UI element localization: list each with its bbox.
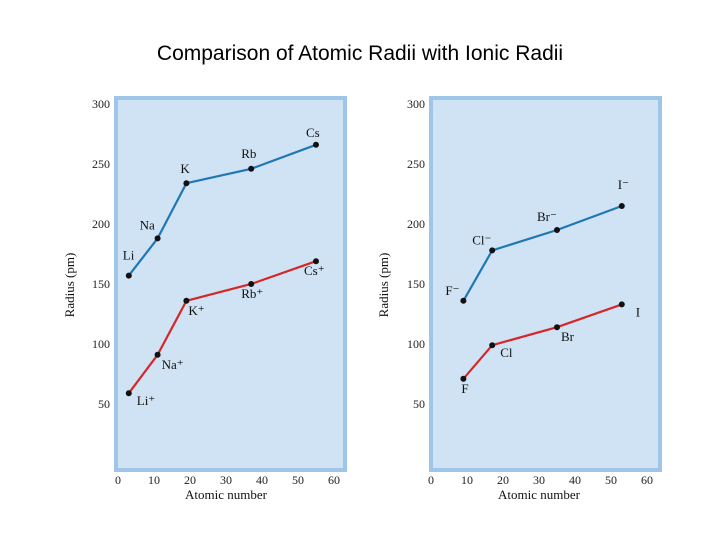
data-point [460,297,467,304]
data-point [248,165,255,172]
x-tick-label: 20 [497,473,509,487]
data-point [489,247,496,254]
point-label: K [180,161,190,176]
data-point [154,351,161,358]
y-tick-label: 150 [92,277,110,291]
x-tick-label: 10 [148,473,160,487]
point-label: K⁺ [188,303,204,318]
y-tick-label: 300 [92,97,110,111]
data-point [618,301,625,308]
series-line [462,204,623,302]
x-axis-label: Atomic number [185,487,268,502]
y-tick-label: 100 [407,337,425,351]
y-axis-label: Radius (pm) [376,253,391,318]
y-axis-label: Radius (pm) [62,253,77,318]
data-point [460,375,467,382]
y-tick-label: 250 [92,157,110,171]
y-tick-label: 300 [407,97,425,111]
y-tick-label: 50 [98,397,110,411]
y-tick-label: 100 [92,337,110,351]
data-point [489,342,496,349]
x-tick-label: 30 [220,473,232,487]
point-label: Rb⁺ [241,286,263,301]
data-point [125,272,132,279]
point-label: Cl [500,345,513,360]
x-tick-label: 40 [256,473,268,487]
x-tick-label: 50 [292,473,304,487]
point-label: Br⁻ [537,209,557,224]
data-point [313,141,319,148]
point-label: Br [561,329,575,344]
point-label: Li⁺ [137,393,155,408]
y-tick-label: 200 [407,217,425,231]
data-point [618,203,625,209]
x-tick-label: 20 [184,473,196,487]
series-line [462,303,623,380]
x-axis-label: Atomic number [498,487,581,502]
point-label: F⁻ [445,283,459,298]
point-label: F [461,381,468,396]
data-point [154,235,161,242]
data-point [554,227,560,233]
x-tick-label: 30 [533,473,545,487]
data-point [248,281,255,287]
y-tick-label: 250 [407,157,425,171]
x-tick-label: 10 [461,473,473,487]
point-label: Cs [306,125,320,140]
x-tick-label: 0 [428,473,434,487]
y-tick-label: 150 [407,277,425,291]
point-label: Li [123,248,135,263]
point-label: Rb [241,146,256,161]
x-tick-label: 50 [605,473,617,487]
x-tick-label: 0 [115,473,121,487]
point-label: I [636,304,640,319]
data-point [183,180,190,187]
point-label: Na [140,217,155,232]
y-tick-label: 200 [92,217,110,231]
x-tick-label: 60 [641,473,653,487]
plot-panel [429,96,662,472]
point-label: Cl⁻ [472,232,491,247]
x-tick-label: 40 [569,473,581,487]
page-title: Comparison of Atomic Radii with Ionic Ra… [156,42,564,65]
data-point [554,324,560,331]
data-point [183,297,190,304]
y-tick-label: 50 [413,397,425,411]
point-label: Cs⁺ [304,263,325,278]
point-label: Na⁺ [162,357,184,372]
plot-panel [114,96,347,472]
x-tick-label: 60 [328,473,340,487]
data-point [313,258,319,265]
data-point [125,390,132,397]
point-label: I⁻ [618,177,629,192]
